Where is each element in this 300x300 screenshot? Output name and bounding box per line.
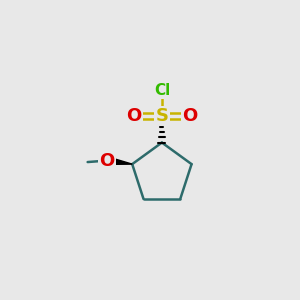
Text: O: O (126, 107, 141, 125)
Text: S: S (155, 107, 168, 125)
Polygon shape (106, 157, 132, 164)
Text: O: O (99, 152, 115, 169)
Text: O: O (182, 107, 198, 125)
Text: Cl: Cl (154, 83, 170, 98)
